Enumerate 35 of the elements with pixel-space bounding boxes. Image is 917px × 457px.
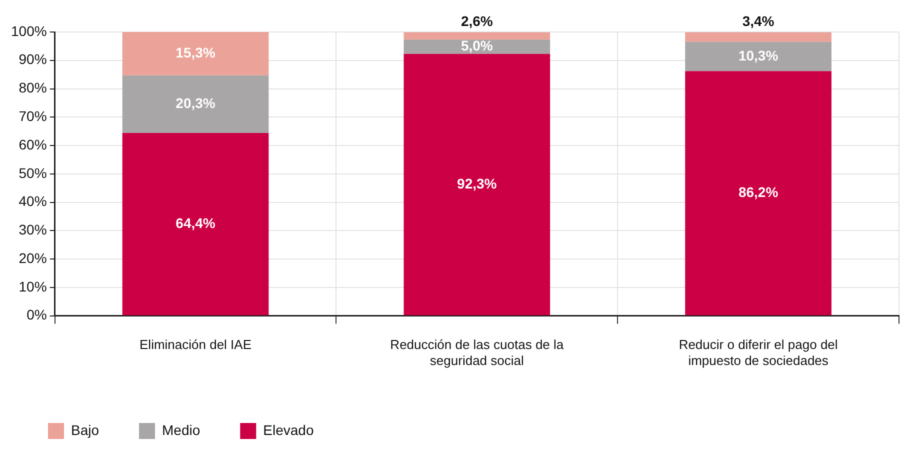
legend-label: Bajo	[71, 422, 100, 438]
bar	[685, 42, 832, 72]
bar	[122, 133, 269, 316]
bar	[685, 32, 832, 42]
text: 86,2%	[738, 184, 778, 200]
bar	[685, 71, 832, 316]
y-tick-label: 80%	[18, 80, 47, 96]
y-tick-label: 20%	[18, 250, 47, 266]
y-tick-label: 30%	[18, 222, 47, 238]
text: 2,6%	[460, 13, 493, 30]
bar	[404, 40, 550, 54]
y-tick-label: 60%	[18, 136, 47, 152]
y-tick-label: 10%	[18, 278, 47, 294]
bar	[122, 75, 269, 134]
text: 10,3%	[738, 47, 778, 64]
text: 5,0%	[460, 38, 493, 54]
text: 92,3%	[457, 175, 497, 192]
bar	[404, 32, 550, 40]
bar	[122, 32, 269, 76]
x-tick-label: Eliminación del IAE	[140, 337, 252, 352]
text: 64,4%	[176, 215, 216, 232]
legend-label: Medio	[162, 422, 200, 438]
text: 3,4%	[742, 13, 774, 30]
legend-label: Elevado	[263, 422, 314, 438]
text: 20,3%	[176, 95, 216, 112]
x-tick-label: Reducir o diferir el pago del impuesto de sociedades	[678, 337, 838, 368]
y-tick-label: 40%	[18, 193, 47, 210]
text: 15,3%	[176, 44, 216, 61]
y-tick-label: 70%	[18, 108, 47, 124]
bar	[404, 54, 550, 316]
y-tick-label: 90%	[18, 51, 47, 68]
y-tick-label: 50%	[18, 164, 47, 181]
y-tick-label: 100%	[10, 22, 47, 39]
y-tick-label: 0%	[26, 306, 47, 323]
x-tick-label: Reducción de las cuotas de la seguridad social	[390, 337, 564, 368]
